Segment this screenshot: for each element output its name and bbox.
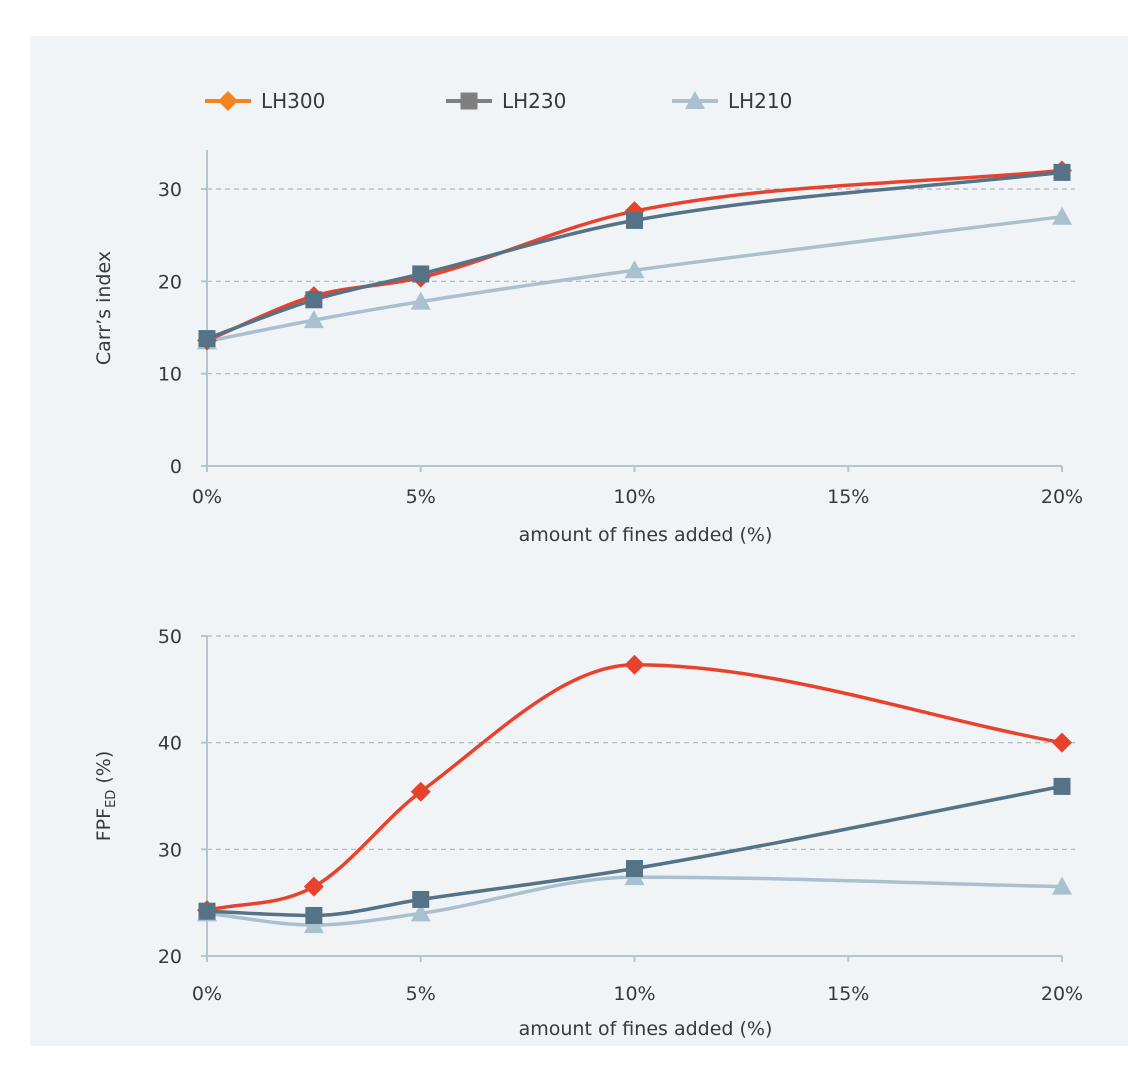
legend-label: LH230 (502, 89, 566, 113)
data-point-lh300 (624, 654, 645, 675)
x-axis-title: amount of fines added (%) (519, 524, 773, 546)
x-tick-label: 10% (613, 983, 655, 1005)
plots: 0 10 20 30 0% 5% 10% 15% 20% amount of fines adde… (93, 150, 1083, 1040)
data-point-lh210 (303, 915, 324, 934)
y-tick-label: 0 (170, 456, 182, 478)
x-tick-label: 10% (613, 486, 655, 508)
y-tick-label: 40 (158, 733, 182, 755)
y-tick-label: 20 (158, 271, 182, 293)
y-axis-title-main: FPF (93, 808, 115, 841)
x-tick-label: 0% (192, 486, 222, 508)
data-point-lh210 (1052, 206, 1072, 225)
legend-label: LH300 (261, 89, 325, 113)
data-point-lh210 (410, 291, 431, 310)
y-tick-label: 30 (158, 179, 182, 201)
data-point-lh210 (303, 310, 324, 329)
y-tick-label: 20 (158, 946, 182, 968)
data-point-lh210 (410, 903, 431, 922)
data-point-lh230 (198, 902, 216, 920)
data-point-lh230 (412, 890, 430, 908)
legend-marker-square (460, 92, 478, 110)
data-point-lh230 (626, 860, 643, 878)
y-axis-title-main: Carr’s index (93, 251, 115, 365)
x-axis-title: amount of fines added (%) (519, 1018, 773, 1040)
x-tick-label: 20% (1041, 983, 1083, 1005)
x-tick-label: 5% (406, 486, 436, 508)
plot-1: 0 10 20 30 0% 5% 10% 15% 20% amount of fines adde… (93, 150, 1083, 546)
legend-marker-diamond (218, 91, 238, 111)
y-axis-title-subscript: ED (104, 790, 119, 808)
legend-item-lh300: LH300 (205, 89, 325, 113)
data-point-lh230 (198, 330, 216, 348)
legend-item-lh230: LH230 (446, 89, 566, 113)
legend-label: LH210 (728, 89, 792, 113)
x-tick-label: 15% (827, 486, 869, 508)
x-tick-label: 20% (1041, 486, 1083, 508)
data-point-lh230 (305, 291, 323, 309)
y-tick-label: 30 (158, 839, 182, 861)
data-point-lh230 (1053, 777, 1071, 795)
legend-item-lh210: LH210 (672, 89, 792, 113)
data-point-lh210 (1052, 876, 1072, 895)
plot-2: 20 30 40 50 0% 5% 10% 15% 20% amount of fines add… (93, 626, 1083, 1040)
y-axis-title: Carr’s index (93, 251, 115, 365)
data-point-lh300 (1052, 732, 1072, 753)
legend: LH300 LH230 LH210 (205, 89, 792, 113)
data-point-lh230 (412, 265, 430, 283)
data-point-lh300 (410, 781, 431, 802)
series-line-lh210 (206, 214, 1063, 344)
data-point-lh210 (624, 260, 645, 279)
data-point-lh300 (303, 876, 324, 897)
x-tick-label: 5% (406, 983, 436, 1005)
series-line-lh230 (206, 170, 1063, 341)
data-point-lh230 (1053, 163, 1071, 181)
y-tick-label: 10 (158, 364, 182, 386)
data-point-lh230 (305, 906, 323, 924)
data-point-lh230 (626, 211, 643, 229)
x-tick-label: 0% (192, 983, 222, 1005)
series-line-lh210 (206, 875, 1063, 927)
y-tick-label: 50 (158, 626, 182, 648)
y-axis-title-suffix: (%) (93, 751, 115, 790)
y-axis-title: FPFED (%) (93, 751, 119, 841)
legend-marker-triangle (685, 91, 705, 109)
x-tick-label: 15% (827, 983, 869, 1005)
series-line-lh230 (206, 784, 1063, 918)
